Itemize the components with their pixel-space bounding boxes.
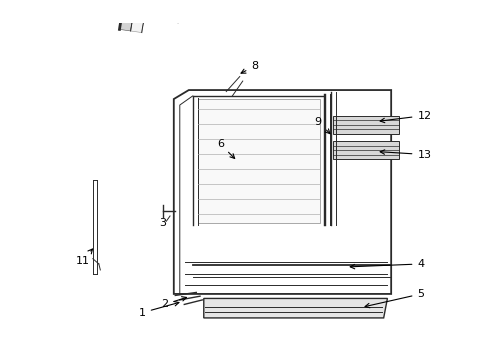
Text: 8: 8 xyxy=(241,61,258,73)
Polygon shape xyxy=(333,116,399,134)
Text: 1: 1 xyxy=(139,302,179,318)
Text: 3: 3 xyxy=(159,219,166,229)
Text: 7: 7 xyxy=(0,359,1,360)
Polygon shape xyxy=(131,0,270,32)
Text: 12: 12 xyxy=(380,111,432,123)
Text: 4: 4 xyxy=(350,259,424,269)
Polygon shape xyxy=(160,0,264,21)
Text: 5: 5 xyxy=(365,289,424,308)
Polygon shape xyxy=(204,298,388,318)
Text: 9: 9 xyxy=(315,117,330,134)
Text: 11: 11 xyxy=(75,249,93,266)
Polygon shape xyxy=(170,0,267,23)
Text: 2: 2 xyxy=(161,297,187,310)
Text: 10: 10 xyxy=(0,359,1,360)
Polygon shape xyxy=(120,0,267,31)
Text: 13: 13 xyxy=(380,149,431,159)
Text: 6: 6 xyxy=(217,139,235,158)
Polygon shape xyxy=(198,99,320,224)
Polygon shape xyxy=(333,141,399,159)
